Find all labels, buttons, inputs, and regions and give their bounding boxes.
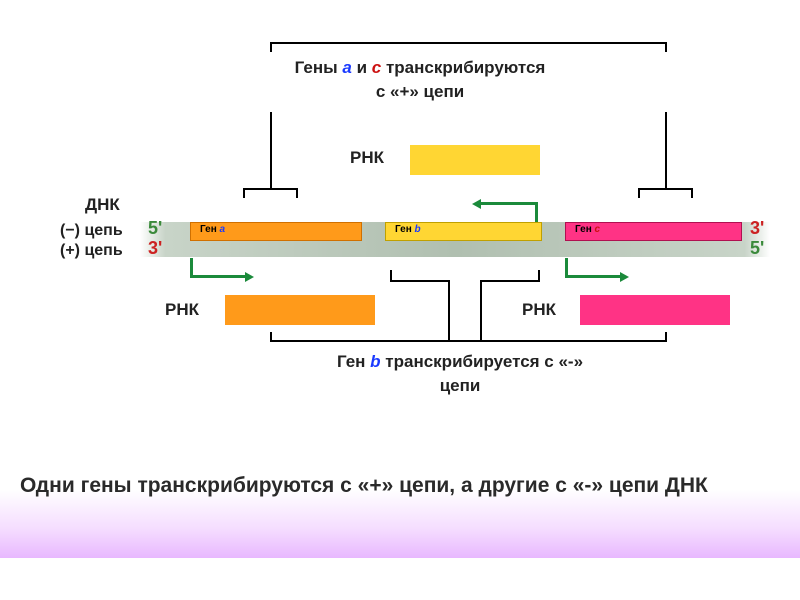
- rnk-label-top: РНК: [350, 148, 384, 168]
- rna-b-box: [410, 145, 540, 175]
- minus-strand-label: (−) цепь: [60, 222, 123, 240]
- caption: Одни гены транскрибируются с «+» цепи, а…: [0, 460, 800, 558]
- prime-5-left: 5': [148, 218, 162, 239]
- top-bracket: [270, 42, 666, 44]
- plus-strand-label: (+) цепь: [60, 242, 123, 260]
- prime-3-right: 3': [750, 218, 764, 239]
- gene-a-label: Ген a: [200, 224, 225, 235]
- rna-c-box: [580, 295, 730, 325]
- gene-b-label: Ген b: [395, 224, 421, 235]
- bottom-title-line2: цепи: [260, 376, 660, 396]
- diagram: Гены a и c транскрибируются с «+» цепи Р…: [0, 0, 800, 460]
- dnk-label: ДНК: [85, 195, 120, 215]
- rna-a-box: [225, 295, 375, 325]
- rnk-label-bottom-right: РНК: [522, 300, 556, 320]
- gene-c-label: Ген c: [575, 224, 600, 235]
- prime-5-right: 5': [750, 238, 764, 259]
- bottom-title-line1: Ген b транскрибируется с «-»: [260, 352, 660, 372]
- top-title-line2: с «+» цепи: [260, 82, 580, 102]
- bottom-bracket: [270, 340, 666, 342]
- top-title-line1: Гены a и c транскрибируются: [260, 58, 580, 78]
- rnk-label-bottom-left: РНК: [165, 300, 199, 320]
- prime-3-left: 3': [148, 238, 162, 259]
